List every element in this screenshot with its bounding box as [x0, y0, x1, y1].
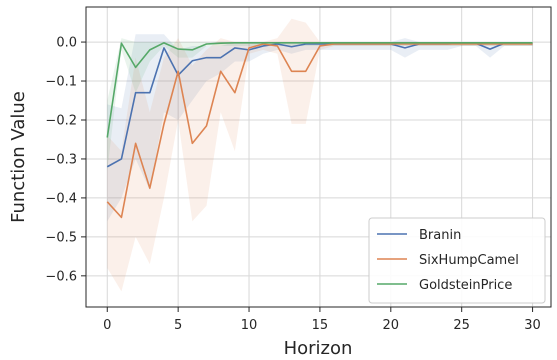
sixhumpcamel-confidence-band [107, 18, 533, 292]
y-tick-label: −0.3 [45, 152, 77, 167]
y-tick-label: −0.5 [45, 230, 77, 245]
x-tick-label: 0 [103, 318, 111, 333]
y-axis-ticks: 0.0 −0.1 −0.2 −0.3 −0.4 −0.5 −0.6 [45, 36, 86, 284]
x-tick-label: 15 [312, 318, 329, 333]
x-tick-label: 10 [241, 318, 258, 333]
x-tick-label: 5 [174, 318, 182, 333]
y-tick-label: −0.1 [45, 75, 77, 90]
legend-box [368, 217, 546, 304]
goldsteinprice-legend-label: GoldsteinPrice [419, 278, 512, 293]
x-axis-ticks: 0 5 10 15 20 25 30 [103, 307, 541, 333]
sixhumpcamel-legend-label: SixHumpCamel [419, 253, 519, 268]
series-lines [106, 42, 533, 219]
y-tick-label: −0.2 [45, 113, 77, 128]
x-tick-label: 20 [383, 318, 400, 333]
x-axis-label: Horizon [284, 338, 353, 359]
y-axis-label: Function Value [8, 91, 29, 223]
branin-confidence-band [107, 34, 533, 222]
plot-frame [85, 6, 552, 308]
y-tick-label: −0.6 [45, 269, 77, 284]
confidence-bands [107, 18, 533, 292]
goldsteinprice-series-line [106, 42, 533, 138]
x-tick-label: 30 [524, 318, 541, 333]
goldsteinprice-confidence-band [107, 38, 533, 171]
y-tick-label: 0.0 [56, 36, 77, 51]
x-tick-label: 25 [453, 318, 470, 333]
grid-lines [86, 7, 551, 307]
branin-legend-label: Branin [419, 228, 461, 243]
sixhumpcamel-series-line [106, 43, 533, 219]
y-tick-label: −0.4 [45, 191, 77, 206]
legend: Branin SixHumpCamel GoldsteinPrice [368, 217, 546, 304]
